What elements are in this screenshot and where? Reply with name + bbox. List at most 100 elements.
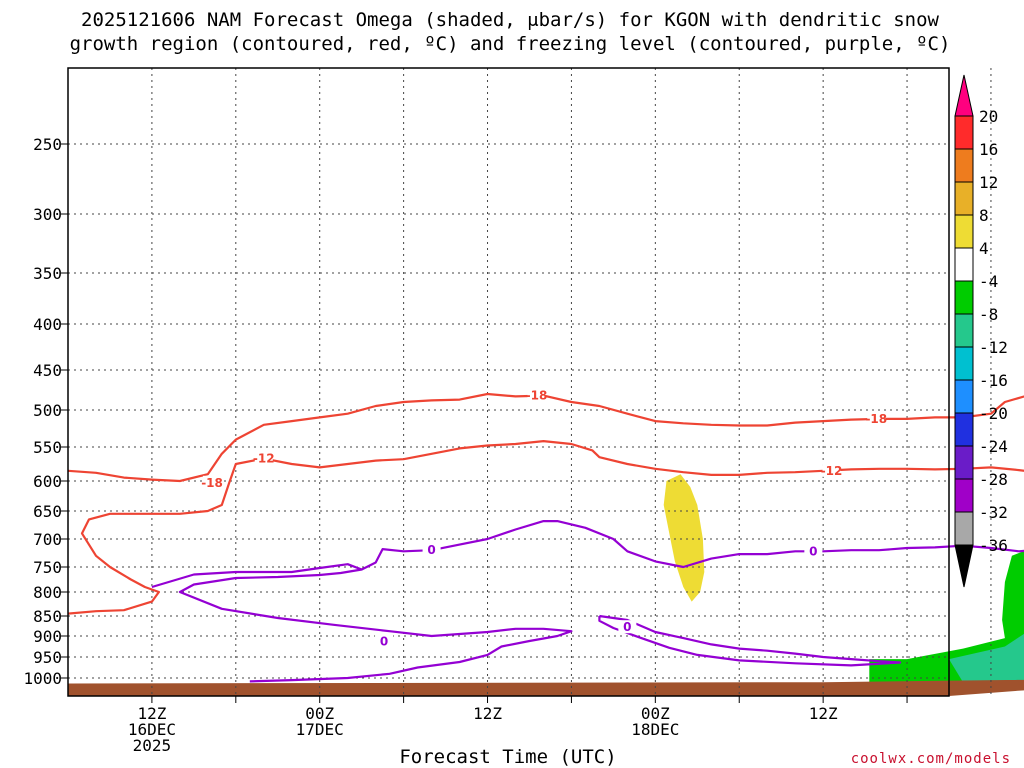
- colorbar-bin--16: [954, 379, 974, 414]
- contour-label-zero-c: 0: [623, 620, 631, 634]
- colorbar-label--32: -32: [979, 503, 1008, 522]
- colorbar-top-triangle: [954, 74, 974, 117]
- colorbar-label--36: -36: [979, 536, 1008, 555]
- contour-label-minus18-b: -18: [526, 389, 548, 403]
- x-tick-label-h36-line1: 12Z: [473, 704, 502, 723]
- x-axis-label: Forecast Time (UTC): [399, 746, 616, 768]
- plot-frame: [67, 67, 950, 697]
- y-tick-label-900: 900: [33, 627, 62, 646]
- omega-region-teal: [949, 633, 1024, 683]
- contour-label-minus18-b-bg: [527, 388, 546, 402]
- omega-region-16dec-upper: [168, 231, 208, 390]
- omega-region-16dec-lower: [216, 443, 238, 505]
- contour-line-1: [67, 440, 1024, 615]
- y-tick-label-650: 650: [33, 502, 62, 521]
- colorbar-label--12: -12: [979, 338, 1008, 357]
- y-tick-label-550: 550: [33, 438, 62, 457]
- y-tick-label-300: 300: [33, 205, 62, 224]
- contour-label-zero-d: 0: [809, 544, 817, 558]
- y-axis: 2503003504004505005506006507007508008509…: [23, 135, 68, 688]
- colorbar-bin--32: [954, 511, 974, 546]
- x-tick-label-h24-line2: 17DEC: [296, 720, 344, 739]
- credit-text: coolwx.com/models: [851, 751, 1011, 767]
- omega-region-18dec-core: [663, 474, 705, 602]
- x-tick-label-h12-line1: 12Z: [137, 704, 166, 723]
- colorbar-label-16: 16: [979, 140, 998, 159]
- y-tick-label-600: 600: [33, 472, 62, 491]
- colorbar-label--20: -20: [979, 404, 1008, 423]
- x-tick-label-h12-line3: 2025: [133, 736, 172, 755]
- colorbar-label--28: -28: [979, 470, 1008, 489]
- plot-area: -18-18-18-12-12-1200000: [67, 67, 1024, 697]
- colorbar-bin--24: [954, 445, 974, 480]
- y-tick-label-1000: 1000: [23, 669, 62, 688]
- contour-line-2: [361, 520, 1024, 571]
- contour-line-4: [598, 614, 902, 667]
- contour-label-minus18-a-bg: [203, 475, 222, 489]
- y-tick-label-400: 400: [33, 315, 62, 334]
- x-tick-label-h48-line1: 00Z: [641, 704, 670, 723]
- x-tick-label-h48-line2: 18DEC: [631, 720, 679, 739]
- colorbar-bin-16: [954, 148, 974, 183]
- colorbar-label--24: -24: [979, 437, 1008, 456]
- colorbar-label-12: 12: [979, 173, 998, 192]
- colorbar-label--4: -4: [979, 272, 998, 291]
- omega-region-18dec-mid: [722, 237, 740, 343]
- omega-region-18dec-east: [796, 158, 814, 314]
- y-tick-label-700: 700: [33, 530, 62, 549]
- omega-region-18dec-small: [764, 249, 782, 394]
- colorbar-label-4: 4: [979, 239, 989, 258]
- colorbar-label-8: 8: [979, 206, 989, 225]
- contour-line-3: [151, 563, 573, 683]
- y-tick-label-250: 250: [33, 135, 62, 154]
- terrain-ground: [68, 679, 1024, 696]
- contour-label-zero-b: 0: [380, 634, 388, 648]
- y-tick-label-850: 850: [33, 607, 62, 626]
- colorbar-label-20: 20: [979, 107, 998, 126]
- contour-label-zero-d-bg: [804, 544, 823, 558]
- chart-title-line1: 2025121606 NAM Forecast Omega (shaded, μ…: [81, 9, 939, 31]
- colorbar-bin-12: [954, 181, 974, 216]
- contour-label-zero-b-bg: [375, 634, 394, 648]
- y-tick-label-450: 450: [33, 361, 62, 380]
- omega-region-18dec-low: [665, 626, 684, 657]
- contour-label-minus12-b: -12: [821, 464, 843, 478]
- colorbar-bin--4: [954, 280, 974, 315]
- colorbar-label--8: -8: [979, 305, 998, 324]
- contour-label-zero-a: 0: [427, 543, 435, 557]
- colorbar-bin--20: [954, 412, 974, 447]
- contour-line-0: [67, 392, 1024, 483]
- x-tick-label-h12-line2: 16DEC: [128, 720, 176, 739]
- y-tick-label-950: 950: [33, 648, 62, 667]
- omega-region-left-edge: [68, 337, 82, 468]
- colorbar-label--16: -16: [979, 371, 1008, 390]
- colorbar-bin--8: [954, 313, 974, 348]
- colorbar-bin--28: [954, 478, 974, 513]
- grid-lines: [68, 68, 992, 696]
- contour-layer: -18-18-18-12-12-1200000: [67, 388, 1024, 683]
- colorbar-bin-8: [954, 214, 974, 249]
- colorbar-bin-20: [954, 115, 974, 150]
- colorbar-bin--12: [954, 346, 974, 381]
- y-tick-label-750: 750: [33, 558, 62, 577]
- x-tick-label-h24-line1: 00Z: [305, 704, 334, 723]
- contour-label-minus12-a-bg: [254, 451, 273, 465]
- contour-label-minus12-a: -12: [253, 452, 275, 466]
- omega-shading-layer: [68, 158, 1024, 696]
- x-tick-label-h60-line1: 12Z: [809, 704, 838, 723]
- chart-title-line2: growth region (contoured, red, ºC) and f…: [70, 33, 951, 55]
- colorbar-bin-4: [954, 247, 974, 282]
- contour-label-minus18-c: -18: [865, 412, 887, 426]
- contour-label-minus18-a: -18: [201, 476, 223, 490]
- contour-label-zero-a-bg: [422, 543, 441, 557]
- contour-label-minus12-b-bg: [822, 463, 841, 477]
- colorbar: 20 16 12 8 4 -4 -8 -12 -16 -20 -24 -28 -32 -36: [954, 74, 1008, 588]
- contour-label-minus18-c-bg: [867, 411, 886, 425]
- colorbar-bottom-triangle: [954, 544, 974, 588]
- y-tick-label-800: 800: [33, 583, 62, 602]
- y-tick-label-500: 500: [33, 401, 62, 420]
- y-tick-label-350: 350: [33, 264, 62, 283]
- contour-label-zero-c-bg: [618, 620, 637, 634]
